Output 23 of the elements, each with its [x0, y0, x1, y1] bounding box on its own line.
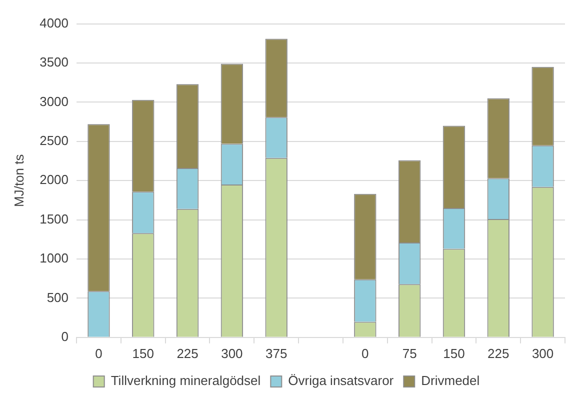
x-tick-label: 150 — [132, 346, 154, 361]
legend-label: Övriga insatsvaror — [288, 373, 394, 388]
y-tick-label: 1000 — [40, 250, 69, 266]
x-tick-label: 0 — [362, 346, 369, 361]
y-tick-label: 2500 — [40, 132, 69, 148]
x-tick-label: 225 — [488, 346, 510, 361]
legend-label: Tillverkning mineralgödsel — [110, 373, 261, 388]
x-tick-label: 150 — [443, 346, 465, 361]
y-tick-label: 4000 — [40, 15, 69, 30]
x-tick-label: 225 — [176, 346, 198, 361]
x-tick-label: 75 — [402, 346, 417, 361]
x-tick-label: 300 — [221, 346, 243, 361]
x-tick-label: 0 — [95, 346, 102, 361]
x-tick-label: 300 — [532, 346, 554, 361]
x-tick-label: 375 — [266, 346, 288, 361]
y-tick-label: 1500 — [40, 211, 69, 226]
y-tick-label: 500 — [46, 290, 69, 305]
y-tick-label: 3500 — [40, 54, 69, 70]
y-tick-label: 2000 — [40, 172, 69, 188]
y-tick-label: 3000 — [40, 94, 69, 109]
legend-label: Drivmedel — [421, 373, 480, 388]
y-axis-title: MJ/ton ts — [11, 154, 26, 207]
y-tick-label: 0 — [61, 328, 69, 344]
